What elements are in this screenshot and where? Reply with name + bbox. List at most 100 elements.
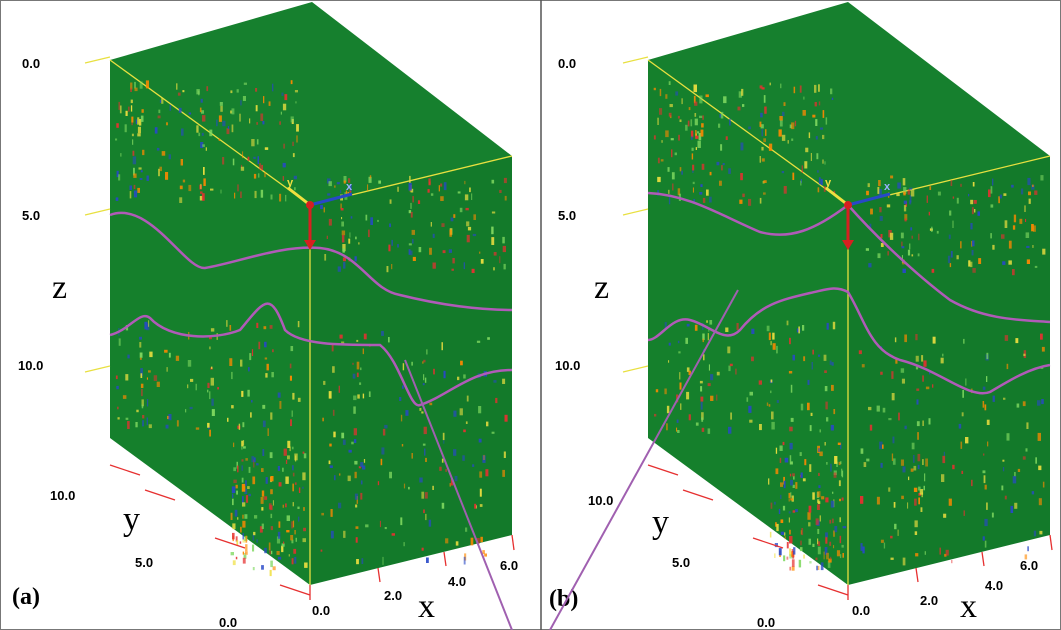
anomaly-speck	[211, 409, 215, 416]
anomaly-speck	[791, 138, 794, 141]
anomaly-speck	[263, 326, 267, 330]
anomaly-speck	[482, 550, 485, 555]
anomaly-speck	[332, 366, 335, 373]
anomaly-speck	[168, 414, 172, 421]
anomaly-speck	[259, 163, 261, 170]
anomaly-speck	[790, 492, 792, 498]
horizon-upper	[109, 211, 513, 312]
anomaly-speck	[267, 428, 269, 436]
anomaly-speck	[479, 471, 483, 478]
anomaly-speck	[382, 428, 386, 436]
anomaly-speck	[1020, 188, 1024, 195]
anomaly-speck	[331, 344, 334, 352]
anomaly-speck	[740, 173, 743, 181]
anomaly-speck	[240, 191, 242, 198]
anomaly-speck	[880, 462, 883, 468]
anomaly-speck	[256, 463, 259, 466]
anomaly-speck	[963, 510, 965, 516]
anomaly-speck	[1037, 432, 1041, 441]
anomaly-speck	[729, 363, 733, 367]
anomaly-speck	[354, 493, 358, 500]
anomaly-speck	[264, 147, 269, 150]
anomaly-speck	[137, 126, 141, 134]
anomaly-speck	[1035, 457, 1037, 464]
anomaly-speck	[341, 432, 345, 439]
anomaly-speck	[984, 484, 987, 490]
anomaly-speck	[471, 268, 475, 273]
anomaly-speck	[783, 555, 786, 562]
anomaly-speck	[133, 167, 135, 176]
anomaly-speck	[990, 186, 993, 194]
anomaly-speck	[293, 548, 297, 554]
anomaly-speck	[665, 94, 668, 99]
anomaly-speck	[137, 117, 140, 125]
anomaly-speck	[759, 156, 761, 163]
z-axis-ticks	[622, 56, 649, 373]
anomaly-speck	[391, 533, 395, 536]
anomaly-speck	[814, 102, 817, 107]
anomaly-speck	[304, 562, 308, 568]
volume-right-face	[310, 156, 512, 585]
anomaly-speck	[675, 91, 679, 96]
anomaly-speck	[700, 184, 703, 187]
anomaly-speck	[297, 321, 300, 328]
anomaly-speck	[234, 192, 236, 199]
anomaly-speck	[237, 465, 239, 473]
anomaly-speck	[815, 518, 819, 525]
anomaly-speck	[693, 95, 696, 104]
anomaly-speck	[867, 183, 870, 188]
anomaly-speck	[710, 374, 714, 381]
anomaly-speck	[134, 87, 138, 92]
anomaly-speck	[342, 257, 346, 262]
anomaly-speck	[243, 82, 247, 85]
anomaly-speck	[809, 561, 812, 564]
anomaly-speck	[897, 182, 901, 189]
anomaly-speck	[763, 180, 767, 183]
anomaly-speck	[424, 448, 426, 456]
anomaly-speck	[408, 210, 412, 214]
anomaly-speck	[817, 546, 821, 555]
anomaly-speck	[823, 354, 827, 361]
anomaly-speck	[179, 197, 183, 203]
anomaly-speck	[1025, 218, 1027, 222]
anomaly-speck	[822, 159, 824, 164]
anomaly-speck	[716, 161, 720, 166]
anomaly-speck	[657, 176, 661, 183]
anomaly-speck	[948, 498, 952, 506]
anomaly-speck	[370, 217, 373, 225]
anomaly-speck	[412, 256, 416, 261]
anomaly-speck	[328, 218, 332, 226]
anomaly-speck	[904, 218, 907, 222]
anomaly-speck	[129, 185, 132, 190]
anomaly-speck	[834, 456, 838, 464]
anomaly-speck	[230, 552, 234, 556]
anomaly-speck	[384, 424, 388, 429]
anomaly-speck	[139, 119, 142, 126]
anomaly-speck	[502, 469, 505, 477]
anomaly-speck	[803, 554, 805, 559]
anomaly-speck	[502, 236, 505, 244]
anomaly-speck	[937, 191, 941, 196]
anomaly-speck	[965, 378, 967, 386]
anomaly-speck	[666, 423, 668, 431]
anomaly-speck	[259, 526, 263, 533]
anomaly-speck	[735, 368, 737, 375]
anomaly-speck	[211, 398, 214, 406]
anomaly-speck	[156, 147, 160, 151]
anomaly-speck	[868, 406, 872, 411]
anomaly-speck	[815, 557, 818, 561]
anomaly-speck	[909, 195, 912, 203]
anomaly-speck	[176, 420, 179, 427]
anomaly-speck	[697, 140, 701, 148]
anomaly-speck	[330, 509, 333, 517]
anomaly-speck	[493, 267, 495, 271]
anomaly-speck	[298, 516, 300, 522]
anomaly-speck	[342, 439, 346, 445]
origin-down-arrowhead	[842, 240, 854, 250]
anomaly-speck	[701, 412, 704, 420]
anomaly-speck	[817, 170, 819, 173]
anomaly-speck	[960, 441, 963, 449]
anomaly-speck	[203, 178, 206, 186]
anomaly-speck	[200, 98, 203, 103]
anomaly-speck	[463, 374, 466, 379]
